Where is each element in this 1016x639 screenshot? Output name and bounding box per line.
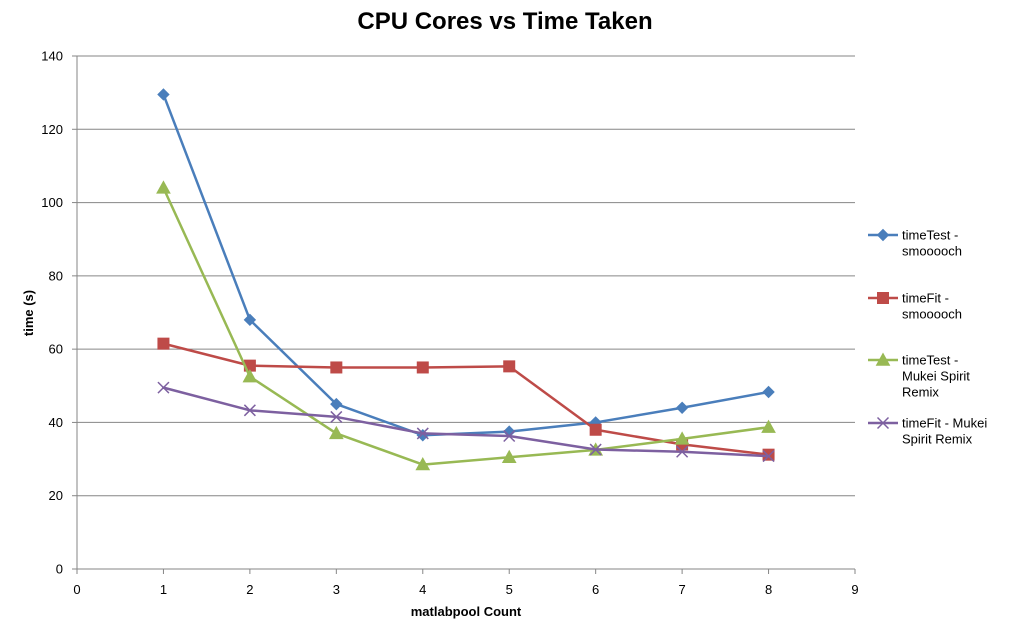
data-point-marker — [503, 429, 516, 443]
data-point-marker — [415, 457, 431, 471]
legend-label: smooooch — [902, 307, 962, 322]
x-tick-label: 9 — [851, 582, 858, 597]
legend-swatch-marker — [877, 292, 889, 304]
data-point-marker — [761, 419, 776, 433]
legend-label: timeFit - — [902, 291, 949, 306]
data-point-marker — [416, 361, 429, 374]
x-axis-title: matlabpool Count — [411, 604, 522, 619]
data-point-marker — [501, 449, 517, 463]
y-tick-label: 100 — [41, 195, 63, 210]
axes — [76, 56, 855, 570]
x-axis-ticks: 0 1 2 3 4 5 6 7 8 9 — [73, 569, 859, 597]
legend-item: timeFit -smooooch — [868, 291, 962, 322]
data-point-marker — [330, 397, 343, 411]
legend-swatch-marker — [876, 416, 890, 430]
legend-label: timeTest - — [902, 228, 958, 243]
y-tick-label: 140 — [41, 49, 63, 64]
legend-swatch-marker — [875, 352, 891, 366]
series-layer — [156, 88, 776, 471]
data-point-marker — [589, 423, 602, 436]
x-tick-label: 8 — [765, 582, 772, 597]
data-point-marker — [157, 88, 170, 101]
legend-label: Mukei Spirit — [902, 369, 970, 384]
series-line — [162, 186, 770, 466]
data-point-marker — [243, 404, 256, 417]
data-point-marker — [242, 369, 258, 383]
data-point-marker — [330, 361, 343, 374]
data-point-marker — [157, 381, 170, 394]
y-axis-title: time (s) — [21, 290, 36, 336]
series-line — [162, 93, 770, 437]
legend-label: Spirit Remix — [902, 432, 973, 447]
x-tick-label: 2 — [246, 582, 253, 597]
series-line — [162, 386, 770, 458]
y-tick-label: 40 — [49, 415, 63, 430]
legend-label: smooooch — [902, 244, 962, 259]
series-1 — [157, 88, 775, 442]
y-tick-label: 0 — [56, 562, 63, 577]
legend-swatch-marker — [876, 228, 890, 242]
data-point-marker — [156, 180, 171, 194]
series-3 — [156, 180, 776, 471]
x-tick-label: 4 — [419, 582, 426, 597]
x-tick-label: 1 — [160, 582, 167, 597]
y-tick-label: 80 — [49, 268, 63, 283]
data-point-marker — [157, 337, 170, 350]
data-point-marker — [676, 445, 689, 458]
legend-label: Remix — [902, 385, 939, 400]
legend-item: timeTest -smooooch — [868, 228, 962, 259]
chart-title: CPU Cores vs Time Taken — [357, 8, 652, 35]
data-point-marker — [416, 427, 429, 440]
data-point-marker — [503, 360, 516, 373]
x-tick-label: 6 — [592, 582, 599, 597]
y-tick-label: 20 — [49, 488, 63, 503]
series-4 — [157, 381, 775, 463]
data-point-marker — [328, 425, 344, 440]
data-point-marker — [675, 401, 689, 414]
x-tick-label: 3 — [333, 582, 340, 597]
data-point-marker — [589, 443, 602, 456]
x-tick-label: 5 — [506, 582, 513, 597]
data-point-marker — [674, 431, 690, 445]
legend-label: timeTest - — [902, 353, 958, 368]
x-tick-label: 0 — [73, 582, 80, 597]
data-point-marker — [243, 313, 257, 327]
x-tick-label: 7 — [678, 582, 685, 597]
gridlines — [77, 55, 855, 497]
y-axis-ticks: 0 20 40 60 80 100 120 140 — [41, 49, 77, 577]
y-tick-label: 120 — [41, 122, 63, 137]
data-point-marker — [330, 410, 343, 423]
data-point-marker — [762, 450, 775, 463]
y-tick-label: 60 — [49, 342, 63, 357]
data-point-marker — [762, 448, 775, 461]
data-point-marker — [762, 385, 775, 399]
legend-label: timeFit - Mukei — [902, 416, 987, 431]
